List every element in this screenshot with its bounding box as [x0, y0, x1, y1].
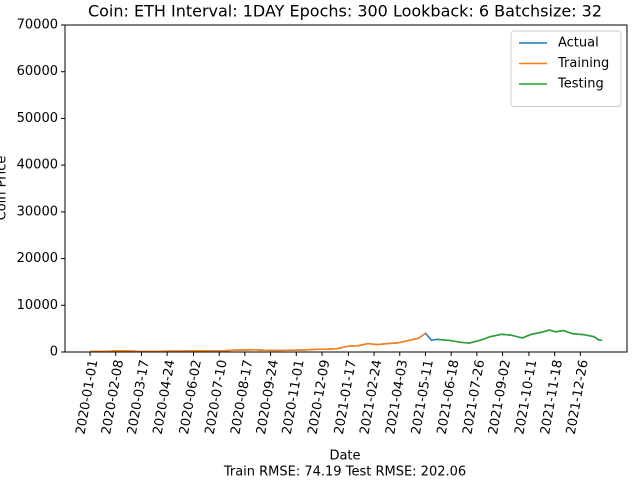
y-tick-label: 40000 — [17, 158, 58, 173]
legend-label: Testing — [557, 77, 604, 92]
x-tick-label: 2020-08-17 — [228, 359, 256, 436]
x-axis-label: Date — [329, 449, 360, 464]
x-tick-label: 2020-12-09 — [305, 359, 333, 436]
legend-box — [510, 30, 622, 107]
x-tick-label: 2020-02-08 — [99, 359, 127, 436]
x-tick-label: 2021-01-17 — [332, 359, 360, 436]
series-line — [436, 329, 603, 344]
x-tick-label: 2020-01-01 — [74, 359, 102, 436]
x-tick-label: 2021-09-02 — [486, 359, 514, 436]
x-tick-label: 2021-02-24 — [358, 359, 386, 436]
footer: Train RMSE: 74.19 Test RMSE: 202.06 — [223, 465, 466, 480]
x-tick-label: 2020-09-24 — [254, 359, 282, 436]
series-line — [90, 329, 603, 353]
x-tick-label: 2020-04-24 — [151, 359, 179, 436]
y-axis-label: Coin Price — [0, 156, 10, 221]
x-tick-label: 2020-03-17 — [125, 359, 153, 436]
y-tick-label: 70000 — [17, 18, 58, 33]
x-tick-label: 2021-11-18 — [538, 359, 566, 436]
y-tick-label: 0 — [50, 345, 58, 360]
legend-label: Training — [557, 56, 609, 71]
y-tick-label: 20000 — [17, 251, 58, 266]
y-tick-label: 60000 — [17, 64, 58, 79]
series-line — [90, 332, 426, 353]
x-tick-label: 2021-04-03 — [383, 359, 411, 436]
x-tick-label: 2021-12-26 — [564, 359, 592, 436]
plot-frame — [64, 24, 628, 353]
x-tick-label: 2021-06-18 — [435, 359, 463, 436]
chart-title: Coin: ETH Interval: 1DAY Epochs: 300 Loo… — [88, 2, 602, 21]
x-tick-label: 2020-07-10 — [203, 359, 231, 436]
x-tick-label: 2020-11-01 — [280, 359, 308, 436]
x-tick-label: 2020-06-02 — [177, 359, 205, 436]
legend-label: Actual — [558, 36, 599, 51]
y-tick-label: 50000 — [17, 111, 58, 126]
x-tick-label: 2021-05-11 — [409, 359, 437, 436]
x-tick-label: 2021-10-11 — [512, 359, 540, 436]
y-tick-label: 30000 — [17, 204, 58, 219]
x-tick-label: 2021-07-26 — [460, 359, 488, 436]
y-tick-label: 10000 — [17, 298, 58, 313]
